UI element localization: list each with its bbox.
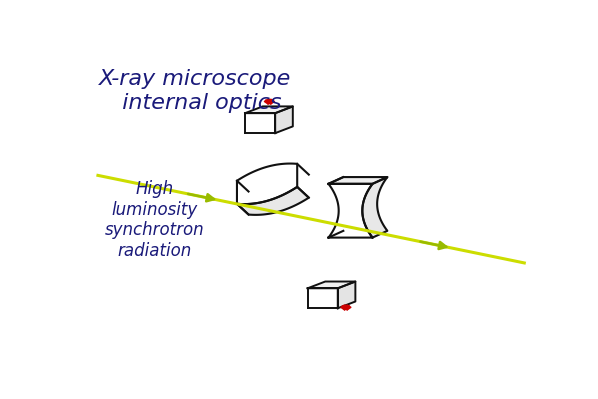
Polygon shape xyxy=(245,107,293,113)
Polygon shape xyxy=(328,177,388,184)
Polygon shape xyxy=(237,187,309,215)
Polygon shape xyxy=(338,282,355,308)
Polygon shape xyxy=(307,282,355,288)
Text: X-ray microscope
  internal optics: X-ray microscope internal optics xyxy=(99,69,291,113)
Polygon shape xyxy=(328,184,373,237)
Polygon shape xyxy=(307,288,338,308)
Text: High
luminosity
synchrotron
radiation: High luminosity synchrotron radiation xyxy=(105,180,205,260)
Polygon shape xyxy=(245,113,275,133)
Polygon shape xyxy=(237,164,297,204)
Polygon shape xyxy=(362,177,388,237)
Polygon shape xyxy=(275,107,293,133)
